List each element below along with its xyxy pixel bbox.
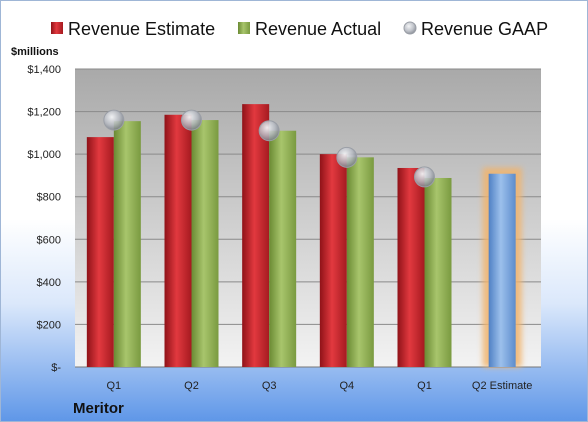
x-tick-label: Q4 xyxy=(339,380,354,392)
legend-item: Revenue Estimate xyxy=(51,19,215,39)
gaap-markers xyxy=(103,109,435,188)
bars xyxy=(86,104,522,368)
x-axis-ticks: Q1 Q2 Q3 Q4 Q1 Q2 Estimate xyxy=(106,380,532,392)
bar-revenue-actual xyxy=(113,121,141,368)
x-tick-label: Q1 xyxy=(417,380,432,392)
bar-revenue-estimate xyxy=(397,167,425,367)
marker-revenue-gaap xyxy=(336,146,358,168)
y-tick-label: $400 xyxy=(37,277,61,289)
company-name: Meritor xyxy=(73,400,124,417)
marker-revenue-gaap xyxy=(181,109,202,131)
y-tick-label: $1,200 xyxy=(27,107,61,119)
legend-label: Revenue Estimate xyxy=(68,19,215,39)
x-tick-label: Q2 Estimate xyxy=(472,380,533,392)
bar-revenue-estimate xyxy=(164,114,192,367)
bar-revenue-actual xyxy=(191,120,219,367)
plot-area xyxy=(75,69,541,367)
bar-revenue-actual xyxy=(424,177,452,367)
legend-label: Revenue Actual xyxy=(255,19,381,39)
bar-q2-estimate xyxy=(488,173,516,367)
marker-revenue-gaap xyxy=(414,166,435,188)
bar-revenue-actual xyxy=(269,130,297,367)
legend-swatch xyxy=(51,22,63,34)
legend-item: Revenue Actual xyxy=(238,19,381,39)
legend-item: Revenue GAAP xyxy=(403,19,548,39)
legend-label: Revenue GAAP xyxy=(421,19,548,39)
y-axis-label: $millions xyxy=(11,46,59,58)
y-tick-label: $600 xyxy=(37,234,61,246)
bar-revenue-actual xyxy=(346,157,374,367)
y-tick-label: $- xyxy=(51,362,61,374)
marker-revenue-gaap xyxy=(258,120,280,142)
x-tick-label: Q1 xyxy=(106,380,121,392)
bar-revenue-estimate xyxy=(86,137,114,367)
x-tick-label: Q2 xyxy=(184,380,199,392)
y-tick-label: $1,400 xyxy=(27,64,61,76)
y-tick-label: $800 xyxy=(37,192,61,204)
legend: Revenue Estimate Revenue Actual Revenue GA… xyxy=(51,19,548,39)
bar-revenue-estimate xyxy=(319,154,347,367)
bar-revenue-estimate xyxy=(242,104,270,367)
marker-revenue-gaap xyxy=(103,109,125,131)
legend-swatch xyxy=(403,21,417,35)
y-axis-ticks: $- $200 $400 $600 $800 $1,000 $1,200 $1,400 xyxy=(27,64,61,374)
x-tick-label: Q3 xyxy=(262,380,277,392)
y-tick-label: $200 xyxy=(37,319,61,331)
legend-swatch xyxy=(238,22,250,34)
y-tick-label: $1,000 xyxy=(27,149,61,161)
gridlines xyxy=(75,68,541,368)
